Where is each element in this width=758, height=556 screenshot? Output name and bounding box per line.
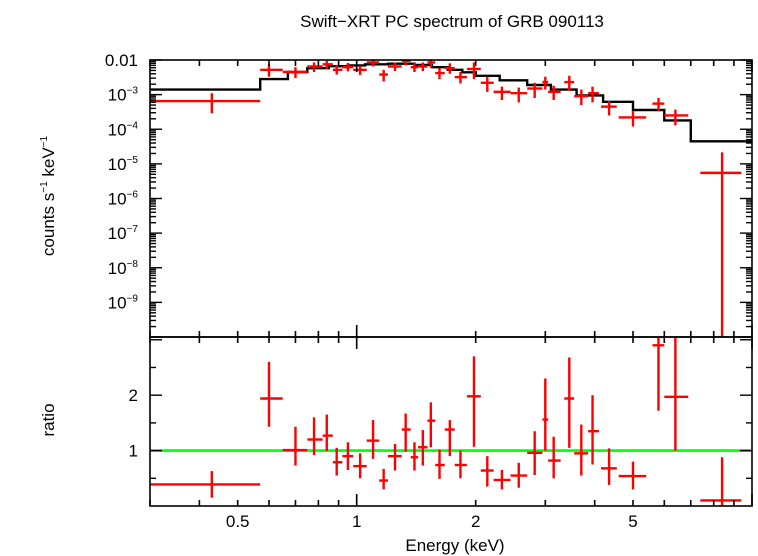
spectrum-point [332,64,343,75]
spectrum-point [700,152,742,337]
spectrum-point [307,62,323,73]
ratio-point [454,450,467,479]
spectrum-point [379,69,388,82]
y-tick-label: 10−6 [108,190,139,209]
spectrum-point [466,62,481,80]
spectrum-point [527,82,543,98]
spectrum-point [454,72,467,84]
ratio-point [401,413,411,452]
ratio-point [564,357,575,448]
y-tick-label: 10−7 [108,224,139,243]
spectrum-point [322,60,333,69]
ratio-point [342,442,354,470]
ratio-point [379,468,388,490]
ratio-point [542,378,549,451]
ratio-point [466,356,481,447]
spectrum-point [548,85,561,100]
ratio-point [366,420,380,459]
y-tick-label: 1 [129,442,138,461]
y-tick-label: 0.01 [105,51,138,70]
ratio-point [332,447,343,476]
ratio-point [435,449,445,479]
spectrum-point [493,86,511,100]
y-tick-label: 10−5 [108,155,139,174]
x-tick-label: 0.5 [226,512,250,531]
panel-frames: 0.5 1 2 5 0.01 10−3 10−4 10−5 10−6 10−7 10−8 10−9 1 2 [105,51,753,531]
x-tick-label: 2 [471,512,480,531]
ratio-point [307,417,323,456]
spectrum-panel [150,60,752,337]
ratio-point [353,453,367,479]
chart-title: Swift−XRT PC spectrum of GRB 090113 [300,12,604,31]
spectrum-point [150,93,261,114]
y-tick-label: 10−8 [108,259,139,278]
spectrum-point [342,62,354,72]
spectrum-point [574,89,589,106]
ratio-point [322,414,333,452]
y-tick-label: 10−3 [108,86,139,105]
ratio-panel-frame [149,336,753,507]
ratio-point [150,471,261,498]
ratio-point [652,337,665,411]
ratio-point [510,462,528,488]
spectrum-point [588,86,599,103]
ratio-point [527,431,543,475]
y-tick-label: 10−4 [108,120,139,139]
spectrum-point [542,76,549,90]
x-tick-label: 5 [628,512,637,531]
spectrum-point [410,62,419,73]
spectrum-point [387,62,402,72]
ratio-point [493,469,511,490]
y-axis-label-counts: counts s−1 keV−1 [39,135,58,256]
ratio-point [664,337,689,451]
ratio-point [410,442,419,471]
spectrum-point [353,65,367,75]
spectrum-point [564,75,575,91]
x-axis-label: Energy (keV) [405,536,504,555]
ratio-point [574,424,589,476]
ratio-point [601,448,617,485]
spectrum-point [260,64,283,77]
spectrum-point [480,76,494,92]
spectrum-point [652,97,665,112]
ratio-point [282,426,308,466]
x-tick-label: 1 [352,512,361,531]
ratio-point [588,395,599,465]
y-tick-label: 10−9 [108,293,139,312]
spectrum-point [444,63,455,74]
ratio-point [418,430,428,466]
y-axis-label-ratio: ratio [39,403,58,436]
ratio-point [548,436,561,479]
spectrum-point [664,109,689,126]
ratio-point [260,361,283,427]
ratio-point [444,420,455,457]
ratio-point [480,456,494,487]
y-tick-label: 2 [129,386,138,405]
spectrum-point [282,67,308,79]
spectrum-point [601,101,617,116]
ratio-point [427,402,436,448]
spectrum-point [510,87,528,103]
ratio-point [618,461,647,490]
ratio-point [387,443,402,471]
spectrum-point [618,111,647,127]
spectrum-point [435,68,445,80]
spectrum-point [418,62,428,72]
